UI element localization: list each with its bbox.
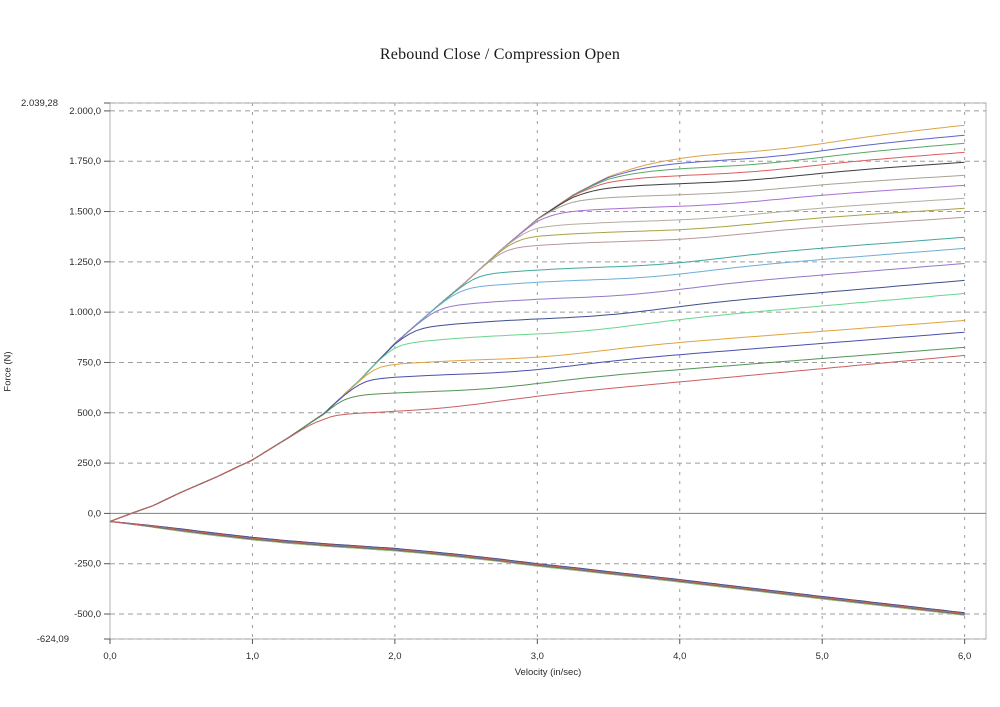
y-tick-label: -500,0: [74, 609, 101, 620]
x-tick-label: 4,0: [673, 651, 686, 662]
chart-title: Rebound Close / Compression Open: [379, 46, 621, 63]
x-tick-label: 6,0: [958, 651, 971, 662]
y-tick-label: 1.250,0: [69, 257, 101, 268]
y-tick-label: 1.750,0: [69, 156, 101, 167]
y-limit-label: 2.039,28: [21, 98, 58, 109]
y-tick-label: 500,0: [77, 408, 101, 419]
x-tick-label: 1,0: [246, 651, 259, 662]
y-tick-label: 2.000,0: [69, 106, 101, 117]
y-tick-label: 1.000,0: [69, 307, 101, 318]
x-tick-label: 5,0: [816, 651, 829, 662]
x-tick-label: 3,0: [531, 651, 544, 662]
y-tick-label: 0,0: [88, 508, 101, 519]
y-tick-label: 1.500,0: [69, 207, 101, 218]
x-tick-label: 2,0: [388, 651, 401, 662]
y-limit-label: -624,09: [37, 634, 69, 645]
x-tick-label: 0,0: [103, 651, 116, 662]
y-tick-label: 750,0: [77, 357, 101, 368]
x-axis-title: Velocity (in/sec): [514, 667, 582, 678]
plot-frame: [109, 102, 987, 640]
compression-curve-run-14: [109, 521, 965, 614]
y-tick-label: -250,0: [74, 559, 101, 570]
rebound-curve-run-19: [109, 354, 965, 522]
y-tick-label: 250,0: [77, 458, 101, 469]
compression-curve-run-19: [109, 521, 965, 615]
